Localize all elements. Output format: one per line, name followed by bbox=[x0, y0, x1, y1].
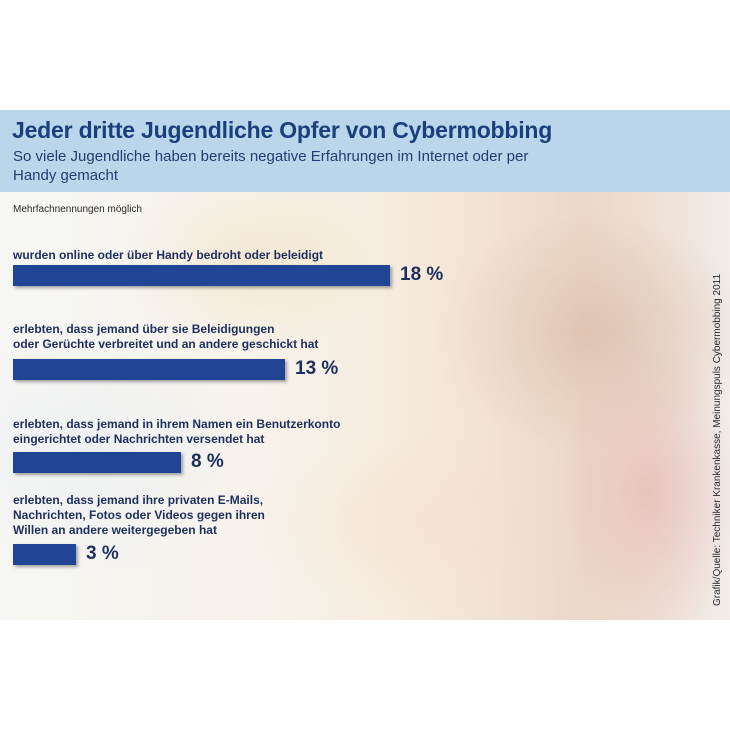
multiple-answers-note: Mehrfachnennungen möglich bbox=[13, 204, 142, 215]
photo-overlay bbox=[0, 192, 730, 620]
header-band: Jeder dritte Jugendliche Opfer von Cyber… bbox=[0, 110, 730, 192]
bar-label-1-line-1: wurden online oder über Handy bedroht od… bbox=[13, 248, 324, 262]
bar-value-3: 8 % bbox=[191, 451, 224, 472]
bar-value-1: 18 % bbox=[400, 264, 444, 285]
bar-label-2-line-1: erlebten, dass jemand über sie Beleidigu… bbox=[13, 322, 275, 336]
bar-label-3-line-2: eingerichtet oder Nachrichten versendet … bbox=[13, 432, 265, 446]
bar-4 bbox=[13, 544, 76, 565]
bar-2 bbox=[13, 359, 285, 380]
bar-label-4-line-1: erlebten, dass jemand ihre privaten E-Ma… bbox=[13, 493, 264, 507]
bar-label-2-line-2: oder Gerüchte verbreitet und an andere g… bbox=[13, 337, 319, 351]
bar-3 bbox=[13, 452, 181, 473]
bar-label-3-line-1: erlebten, dass jemand in ihrem Namen ein… bbox=[13, 417, 341, 431]
source-note: Grafik/Quelle: Techniker Krankenkasse, M… bbox=[712, 273, 723, 606]
bar-value-2: 13 % bbox=[295, 358, 339, 379]
infographic-card: Jeder dritte Jugendliche Opfer von Cyber… bbox=[0, 110, 730, 620]
bar-label-4-line-2: Nachrichten, Fotos oder Videos gegen ihr… bbox=[13, 508, 265, 522]
bar-label-4-line-3: Willen an andere weitergegeben hat bbox=[13, 523, 217, 537]
bar-1 bbox=[13, 265, 390, 286]
chart-title: Jeder dritte Jugendliche Opfer von Cyber… bbox=[12, 117, 553, 143]
chart-subtitle: So viele Jugendliche haben bereits negat… bbox=[13, 148, 529, 184]
bar-value-4: 3 % bbox=[86, 543, 119, 564]
